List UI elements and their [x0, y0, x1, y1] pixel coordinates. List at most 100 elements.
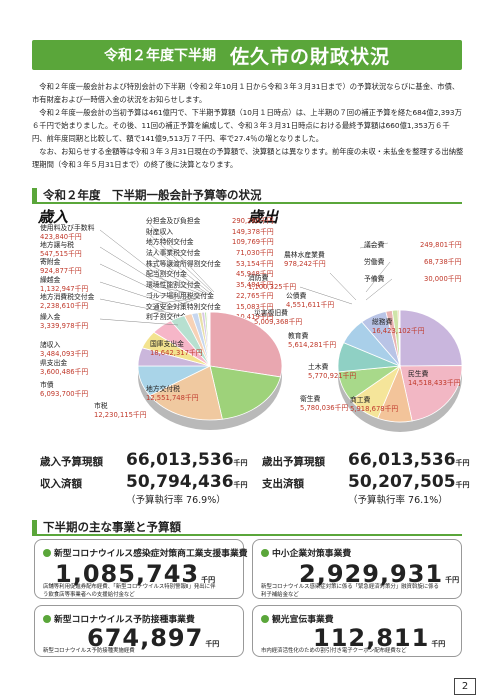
exp-budget-label: 歳出予算現額: [262, 456, 325, 468]
intro-paragraph: なお、お知らせする金額等は令和３年３月31日現在の予算額で、決算額とは異なります…: [32, 147, 464, 169]
revenue-label-kurikomi: 繰入金 3,339,978千円: [40, 313, 89, 330]
project-note: 新型コロナウイルス予防接種実施経費: [43, 648, 135, 654]
leader-line: [99, 229, 191, 301]
list-item: 環境性能割交付金 35,484千円: [146, 281, 274, 290]
expenditure-heading: 歳出: [248, 208, 279, 226]
rev-budget-label: 歳入予算現額: [40, 456, 103, 468]
intro-paragraph: 令和２年度一般会計および特別会計の下半期（令和２年10月１日から令和３年３月31…: [32, 82, 460, 104]
bullet-icon: [43, 615, 51, 623]
rev-rate-value: 76.9%）: [186, 495, 226, 506]
revenue-totals: 歳入予算現額 66,013,536千円 収入済額 50,794,436千円 （予算執…: [40, 450, 248, 506]
leader-line: [365, 278, 393, 301]
list-item: 労働費 68,738千円: [364, 258, 462, 266]
list-item: 利子割交付金 10,419千円: [146, 313, 274, 322]
leader-line: [145, 251, 209, 295]
expenditure-label-saigai: 災害復旧費 5,009,368千円: [254, 309, 303, 326]
page-subtitle: 令和２年度下半期: [103, 48, 216, 64]
bullet-icon: [261, 549, 269, 557]
revenue-label-ken: 県支出金 3,600,486千円: [40, 359, 89, 376]
leader-line: [99, 246, 189, 303]
project-note: 店舗等利用促進券配布経費、「新型コロナウイルス特別警報Ⅱ」発出に伴 う飲食店等事業…: [43, 584, 216, 598]
project-title: 観光宣伝事業費: [261, 612, 334, 625]
leader-line: [145, 283, 203, 297]
leader-line: [365, 261, 391, 293]
expenditure-label-kosai: 公債費 4,551,611千円: [286, 292, 335, 309]
expenditure-label-eisei: 衛生費 5,780,036千円: [300, 395, 349, 412]
bullet-icon: [43, 549, 51, 557]
rev-budget-value: 66,013,536: [126, 450, 234, 470]
revenue-label-kokko: 国庫支出金 18,642,317千円: [150, 340, 203, 357]
leader-line: [145, 298, 197, 317]
intro-text: 令和２年度一般会計および特別会計の下半期（令和２年10月１日から令和３年３月31…: [32, 80, 464, 171]
project-title: 新型コロナウイルス予防接種事業費: [43, 612, 195, 625]
rev-receipt-value: 50,794,436: [126, 472, 234, 492]
leader-line: [99, 263, 187, 306]
project-card: 新型コロナウイルス予防接種事業費 674,897 千円 新型コロナウイルス予防接種…: [34, 605, 244, 657]
leader-line: [99, 318, 179, 326]
revenue-label-joyozei: 地方譲与税 547,515千円: [40, 241, 82, 258]
expenditure-label-norin: 農林水産業費 978,242千円: [284, 251, 326, 268]
expenditure-label-doboku: 土木費 5,770,921千円: [308, 363, 357, 380]
budget-section-header: 令和２年度 下半期一般会計予算等の状況: [32, 188, 462, 204]
expenditure-totals: 歳出予算現額 66,013,536千円 支出済額 50,207,505千円 （予算執…: [262, 450, 470, 506]
exp-budget-value: 66,013,536: [348, 450, 456, 470]
rev-rate-label: （予算執行率: [126, 495, 184, 506]
expenditure-label-shoko: 商工費 5,918,678千円: [350, 396, 399, 413]
revenue-label-kofuzei: 地方交付税 12,551,748千円: [146, 385, 199, 402]
project-amount: 674,897 千円: [87, 624, 220, 652]
leader-line: [299, 286, 353, 305]
leader-line: [329, 272, 357, 301]
project-card: 新型コロナウイルス感染症対策商工業支援事業費 1,085,743 千円 店舗等利用…: [34, 539, 248, 599]
project-card: 観光宣伝事業費 112,811 千円 市内経済活性化のための割引付き電子クーポン配…: [252, 605, 462, 657]
pie-slice: [399, 309, 463, 367]
revenue-label-shisai: 市債 6,093,700千円: [40, 381, 89, 398]
exp-paid-label: 支出済額: [262, 478, 304, 490]
leader-line: [145, 240, 211, 294]
leader-lines: [99, 219, 393, 326]
expenditure-small-items-list: 議会費 249,801千円 労働費 68,738千円 予備費 30,000千円: [364, 240, 474, 291]
list-item: 分担金及び負担金 290,280千円: [146, 217, 274, 225]
leader-line: [99, 298, 181, 316]
pie-slice: [399, 365, 463, 422]
list-item: 予備費 30,000千円: [364, 275, 462, 283]
list-item: ゴルフ場利用税交付金 22,765千円: [146, 291, 274, 300]
leader-line: [145, 294, 201, 298]
leader-line: [145, 219, 215, 293]
list-item: 議会費 249,801千円: [364, 241, 462, 249]
revenue-label-kurikoshi: 繰越金 1,132,947千円: [40, 276, 89, 293]
list-item: 配当割交付金 45,948千円: [146, 270, 274, 279]
revenue-label-shoshu: 諸収入 3,484,093千円: [40, 341, 89, 358]
expenditure-label-kyoiku: 教育費 5,614,281千円: [288, 332, 337, 349]
revenue-label-kifukin: 寄附金 924,877千円: [40, 258, 82, 275]
revenue-small-items-list: 分担金及び負担金 290,280千円 財産収入 149,378千円 地方特例交付金 1…: [146, 216, 286, 323]
revenue-label-shizei: 市税 12,230,115千円: [94, 402, 147, 419]
list-item: 交通安全対策特別交付金 15,083千円: [146, 302, 274, 311]
project-note: 新型コロナウイルス感染症対策に係る「緊急経済対策分」融資斡旋に係る 利子補給金など: [261, 584, 439, 598]
page-title-banner: 令和２年度下半期 佐久市の財政状況: [32, 40, 462, 70]
revenue-heading: 歳入: [38, 208, 69, 226]
expenditure-label-somu: 総務費 16,423,102千円: [372, 318, 425, 335]
leader-line: [145, 272, 205, 296]
project-amount: 2,929,931 千円: [299, 560, 460, 588]
exp-rate-value: 76.1%）: [408, 495, 448, 506]
project-card: 中小企業対策事業費 2,929,931 千円 新型コロナウイルス感染症対策に係る「…: [252, 539, 462, 599]
project-title: 新型コロナウイルス感染症対策商工業支援事業費: [43, 546, 248, 559]
projects-section-header: 下半期の主な事業と予算額: [32, 520, 462, 536]
page-title: 佐久市の財政状況: [229, 45, 390, 68]
leader-line: [99, 281, 184, 310]
project-title: 中小企業対策事業費: [261, 546, 351, 559]
expenditure-pie-chart: [337, 309, 463, 432]
leader-line: [145, 262, 207, 295]
bullet-icon: [261, 615, 269, 623]
list-item: 地方特例交付金 109,769千円: [146, 238, 274, 247]
revenue-label-tesuryo: 使用料及び手数料 423,840千円: [40, 224, 95, 241]
page-number: 2: [454, 678, 476, 695]
revenue-pie-chart: [137, 311, 283, 430]
exp-paid-value: 50,207,505: [348, 472, 456, 492]
pie-slice: [149, 365, 223, 421]
list-item: 株式等譲渡所得割交付金 53,154千円: [146, 259, 274, 268]
revenue-label-shohizei: 地方消費税交付金 2,238,610千円: [40, 293, 95, 310]
leader-line: [359, 242, 389, 249]
intro-paragraph: 令和２年度一般会計の当初予算は461億円で、下半期予算額（10月１日時点）は、上…: [32, 108, 462, 143]
